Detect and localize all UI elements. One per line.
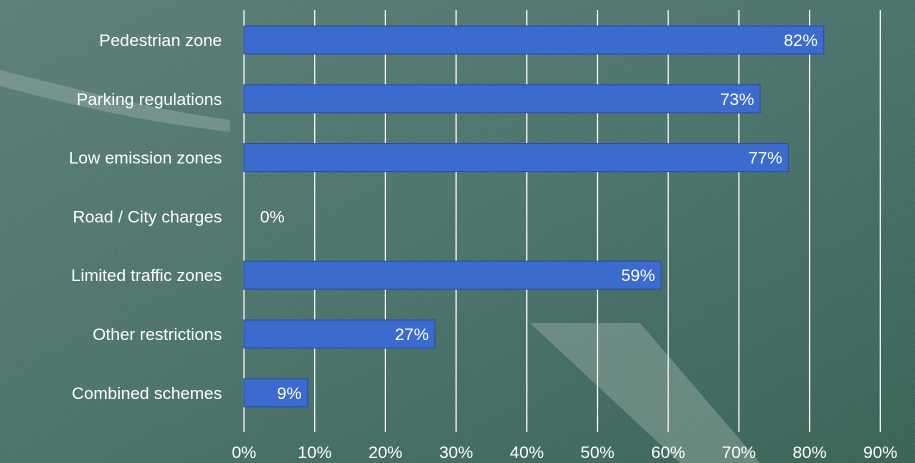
bar xyxy=(243,25,825,55)
data-label: 9% xyxy=(277,384,302,403)
category-labels: Pedestrian zone Parking regulations Low em… xyxy=(69,31,222,403)
x-tick-label: 70% xyxy=(722,443,756,462)
data-label: 73% xyxy=(720,90,754,109)
x-tick-label: 0% xyxy=(232,443,257,462)
x-tick-label: 90% xyxy=(863,443,897,462)
x-tick-label: 80% xyxy=(793,443,827,462)
category-label: Pedestrian zone xyxy=(99,31,222,50)
bar xyxy=(243,260,662,290)
bars xyxy=(243,25,825,408)
category-label: Other restrictions xyxy=(93,325,222,344)
x-tick-label: 10% xyxy=(298,443,332,462)
category-label: Parking regulations xyxy=(76,90,222,109)
x-tick-label: 20% xyxy=(368,443,402,462)
x-axis-tick-labels: 0% 10% 20% 30% 40% 50% 60% 70% 80% 90% xyxy=(232,443,898,462)
bar xyxy=(243,84,761,114)
bar xyxy=(243,378,309,408)
value-labels: 82% 73% 77% 0% 59% 27% 9% xyxy=(260,31,818,403)
bar xyxy=(243,319,436,349)
x-tick-label: 50% xyxy=(580,443,614,462)
gridlines xyxy=(243,10,881,432)
data-label: 0% xyxy=(260,207,285,226)
road-marking-curve xyxy=(0,70,230,132)
data-label: 59% xyxy=(621,266,655,285)
x-tick-label: 60% xyxy=(651,443,685,462)
data-label: 27% xyxy=(395,325,429,344)
category-label: Combined schemes xyxy=(72,384,222,403)
category-label: Road / City charges xyxy=(73,207,222,226)
x-tick-label: 40% xyxy=(510,443,544,462)
category-label: Limited traffic zones xyxy=(71,266,222,285)
category-label: Low emission zones xyxy=(69,149,222,168)
x-tick-label: 30% xyxy=(439,443,473,462)
bar xyxy=(243,143,789,173)
data-label: 77% xyxy=(748,149,782,168)
road-marking-stripe xyxy=(530,323,760,463)
data-label: 82% xyxy=(784,31,818,50)
